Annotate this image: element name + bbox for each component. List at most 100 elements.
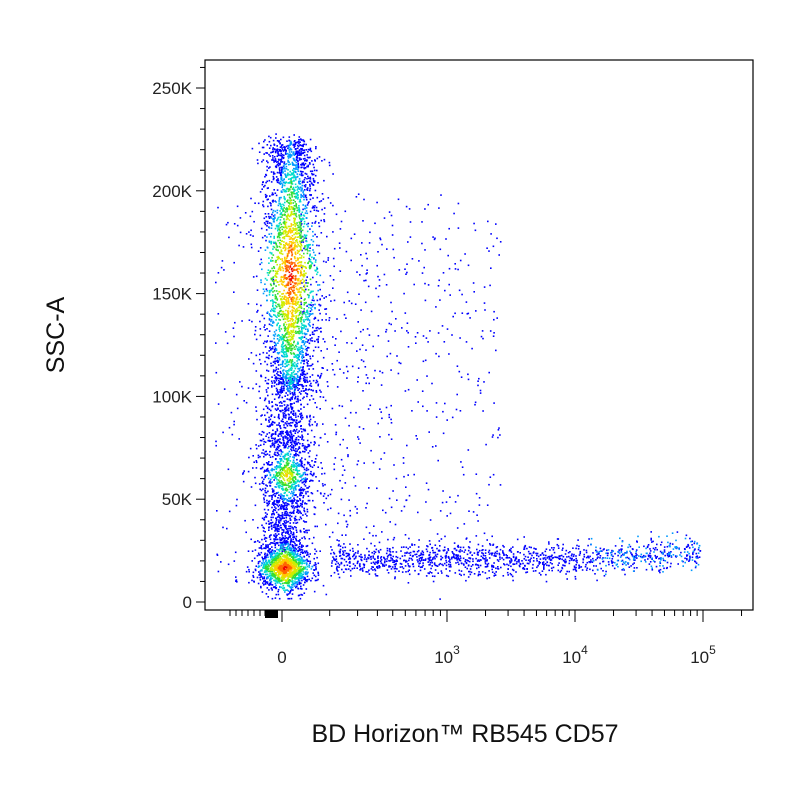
scatter-point xyxy=(303,196,305,198)
scatter-point xyxy=(357,376,359,378)
scatter-point xyxy=(333,299,336,302)
scatter-point xyxy=(651,557,653,560)
scatter-point xyxy=(270,362,272,365)
scatter-point xyxy=(659,571,661,574)
scatter-point xyxy=(427,488,430,491)
scatter-point xyxy=(628,558,631,561)
scatter-point xyxy=(288,515,291,517)
scatter-point xyxy=(349,509,351,512)
scatter-point xyxy=(453,542,456,544)
scatter-point xyxy=(279,460,282,463)
scatter-point xyxy=(251,579,253,582)
scatter-point xyxy=(390,568,393,570)
scatter-point xyxy=(485,557,487,559)
scatter-point xyxy=(408,573,411,576)
scatter-point xyxy=(273,542,276,545)
scatter-point xyxy=(281,517,284,520)
scatter-point xyxy=(299,499,302,502)
scatter-point xyxy=(291,446,294,449)
scatter-point xyxy=(307,499,310,502)
scatter-point xyxy=(633,567,636,569)
scatter-point xyxy=(300,151,303,153)
scatter-point xyxy=(275,441,277,444)
scatter-point xyxy=(276,338,279,340)
scatter-point xyxy=(251,320,253,323)
scatter-point xyxy=(339,270,342,272)
scatter-point xyxy=(278,382,280,384)
scatter-point xyxy=(473,552,476,554)
scatter-point xyxy=(275,376,278,379)
scatter-point xyxy=(499,434,501,436)
scatter-point xyxy=(327,508,329,511)
scatter-point xyxy=(669,565,672,568)
scatter-point xyxy=(285,514,288,517)
scatter-point xyxy=(302,500,304,502)
scatter-point xyxy=(266,502,269,505)
scatter-point xyxy=(403,292,405,295)
scatter-point xyxy=(474,403,476,406)
scatter-point xyxy=(281,170,284,172)
scatter-point xyxy=(302,397,304,400)
scatter-point xyxy=(259,439,262,442)
scatter-point xyxy=(296,379,299,381)
scatter-point xyxy=(270,315,273,318)
scatter-point xyxy=(654,548,656,551)
scatter-point xyxy=(256,159,259,161)
scatter-point xyxy=(292,522,295,524)
scatter-point xyxy=(407,241,409,243)
scatter-point xyxy=(282,529,285,532)
scatter-point xyxy=(277,593,280,596)
scatter-point xyxy=(309,355,311,358)
scatter-point xyxy=(426,375,428,377)
scatter-point xyxy=(281,531,284,534)
scatter-point xyxy=(228,426,231,429)
scatter-point xyxy=(280,172,282,174)
scatter-point xyxy=(269,482,272,484)
scatter-point xyxy=(404,565,407,567)
scatter-point xyxy=(377,251,379,253)
scatter-point xyxy=(651,558,653,560)
scatter-point xyxy=(293,146,295,148)
scatter-point xyxy=(277,491,280,494)
scatter-point xyxy=(303,578,305,581)
scatter-point xyxy=(306,580,308,583)
scatter-point xyxy=(477,554,479,556)
scatter-point xyxy=(273,503,276,505)
scatter-point xyxy=(615,564,618,566)
scatter-point xyxy=(269,315,272,317)
scatter-point xyxy=(280,160,283,162)
scatter-point xyxy=(308,462,310,464)
scatter-point xyxy=(366,328,369,330)
scatter-point xyxy=(314,553,316,555)
scatter-point xyxy=(347,568,350,570)
scatter-point xyxy=(260,585,262,588)
scatter-point xyxy=(306,204,309,206)
scatter-point xyxy=(294,168,296,170)
scatter-point xyxy=(456,545,459,548)
scatter-point xyxy=(570,559,573,561)
scatter-point xyxy=(272,455,274,458)
scatter-point xyxy=(312,326,314,329)
scatter-point xyxy=(624,573,626,576)
scatter-point xyxy=(281,533,283,536)
scatter-point xyxy=(310,194,312,197)
scatter-point xyxy=(393,256,395,259)
scatter-point xyxy=(275,387,278,390)
scatter-point xyxy=(635,555,637,558)
scatter-point xyxy=(252,362,255,365)
scatter-point xyxy=(659,550,662,553)
scatter-point xyxy=(311,173,314,176)
scatter-point xyxy=(267,394,269,397)
scatter-point xyxy=(275,483,278,486)
scatter-point xyxy=(288,450,291,453)
scatter-point xyxy=(356,560,359,563)
scatter-point xyxy=(356,350,358,352)
scatter-point xyxy=(374,573,377,575)
scatter-point xyxy=(274,216,276,219)
scatter-point xyxy=(393,560,396,562)
scatter-point xyxy=(309,465,312,468)
scatter-point xyxy=(309,399,311,401)
scatter-point xyxy=(265,174,268,177)
scatter-point xyxy=(226,527,228,530)
scatter-point xyxy=(572,555,575,558)
